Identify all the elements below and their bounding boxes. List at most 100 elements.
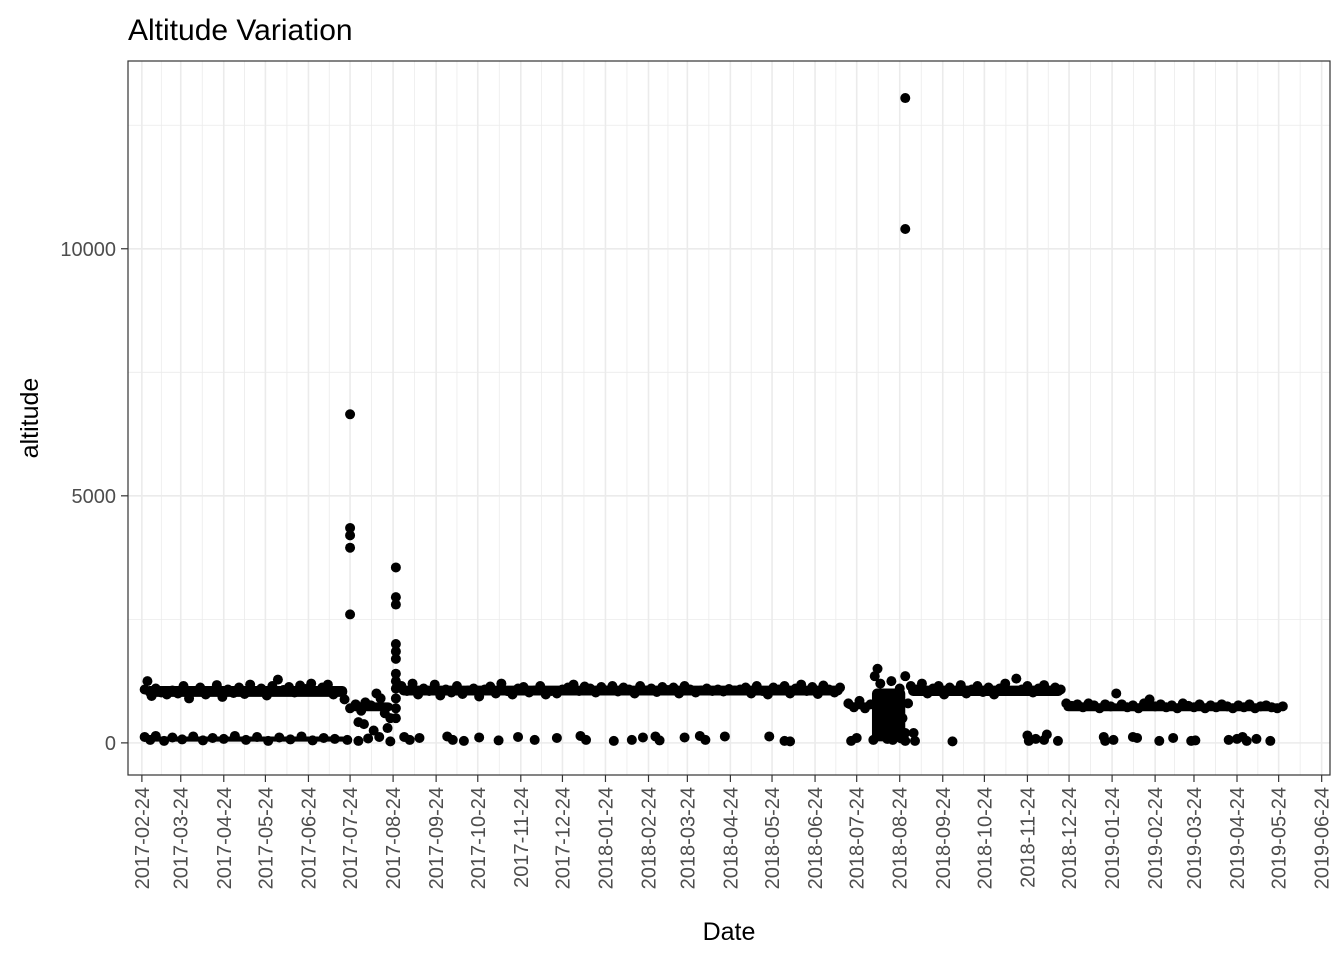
data-point [1052,735,1063,746]
data-point [474,732,485,743]
data-point [356,705,367,716]
x-tick-label: 2019-03-24 [1184,787,1206,889]
data-point [679,732,690,743]
data-point [404,734,415,745]
data-point [1111,688,1122,699]
data-point [764,731,775,742]
data-point [261,690,272,701]
data-points [139,93,1288,747]
x-tick-label: 2018-09-24 [933,787,955,889]
data-point [908,728,919,738]
data-point [159,735,170,746]
x-tick-label: 2017-11-24 [511,787,533,888]
data-point [529,734,540,745]
data-point [608,735,619,746]
data-point [239,688,250,699]
x-tick-label: 2018-03-24 [677,787,699,889]
panel-border [127,60,1331,776]
data-point [390,693,401,704]
data-point [875,688,886,699]
data-point [807,682,818,693]
data-point [513,731,524,742]
data-point [390,592,401,603]
data-point [345,609,356,620]
x-tick-label: 2018-06-24 [805,787,827,889]
data-point [177,734,188,745]
data-point [909,735,920,746]
data-point [322,679,333,690]
data-point [629,688,640,699]
y-tick-label: 5000 [72,486,117,508]
x-tick-label: 2017-12-24 [552,787,574,889]
data-point [240,734,251,745]
data-point [883,718,894,729]
data-point [551,732,562,743]
x-tick-label: 2018-07-24 [847,787,869,889]
data-point [493,735,504,746]
data-point [485,681,496,692]
data-point [746,688,757,699]
data-point [933,681,944,692]
data-point [947,736,958,747]
data-point [468,683,479,694]
data-point [390,713,401,724]
data-point [1154,735,1165,746]
y-tick-label: 0 [105,733,116,755]
data-point [429,679,440,690]
data-point [333,686,344,696]
x-tick-label: 2017-04-24 [214,787,236,889]
data-point [1041,729,1052,740]
data-point [211,680,222,691]
data-point [654,735,665,746]
data-point [407,678,418,689]
gridlines [128,61,1330,775]
data-point [535,681,546,692]
data-point [401,686,412,696]
chart-title: Altitude Variation [128,14,353,47]
x-tick-label: 2019-05-24 [1269,787,1291,889]
data-point [812,688,823,699]
data-point [339,694,350,705]
data-point [368,725,379,736]
data-point [916,678,927,689]
data-point [983,682,994,693]
data-point [390,653,401,664]
data-point [178,681,189,692]
data-point [1132,732,1143,743]
data-point [345,542,356,553]
data-point [390,639,401,650]
x-tick-label: 2019-06-24 [1312,787,1334,889]
x-tick-label: 2018-05-24 [762,787,784,889]
data-point [878,708,889,719]
x-tick-label: 2019-02-24 [1145,787,1167,889]
x-tick-label: 2018-08-24 [890,787,912,889]
data-point [195,682,206,693]
data-point [785,736,796,747]
x-tick-label: 2018-01-24 [595,787,617,889]
data-point [296,731,307,742]
data-point [581,734,592,745]
data-point [889,703,900,714]
x-tick-label: 2018-04-24 [720,787,742,889]
data-point [1144,694,1155,705]
data-point [345,522,356,533]
x-tick-label: 2018-02-24 [639,787,661,889]
data-point [490,688,501,699]
y-tick-label: 10000 [60,239,116,261]
data-point [458,735,469,746]
data-point [365,700,376,711]
data-point [1277,701,1288,712]
data-point [414,732,425,743]
x-tick-label: 2017-08-24 [383,787,405,889]
data-point [390,646,401,657]
data-point [329,733,340,744]
data-point [894,683,905,694]
data-point [363,733,374,744]
data-point [150,730,161,741]
data-point [1168,732,1179,743]
data-point [184,693,195,704]
data-point [637,732,648,743]
data-point [307,735,318,746]
data-point [939,689,950,700]
